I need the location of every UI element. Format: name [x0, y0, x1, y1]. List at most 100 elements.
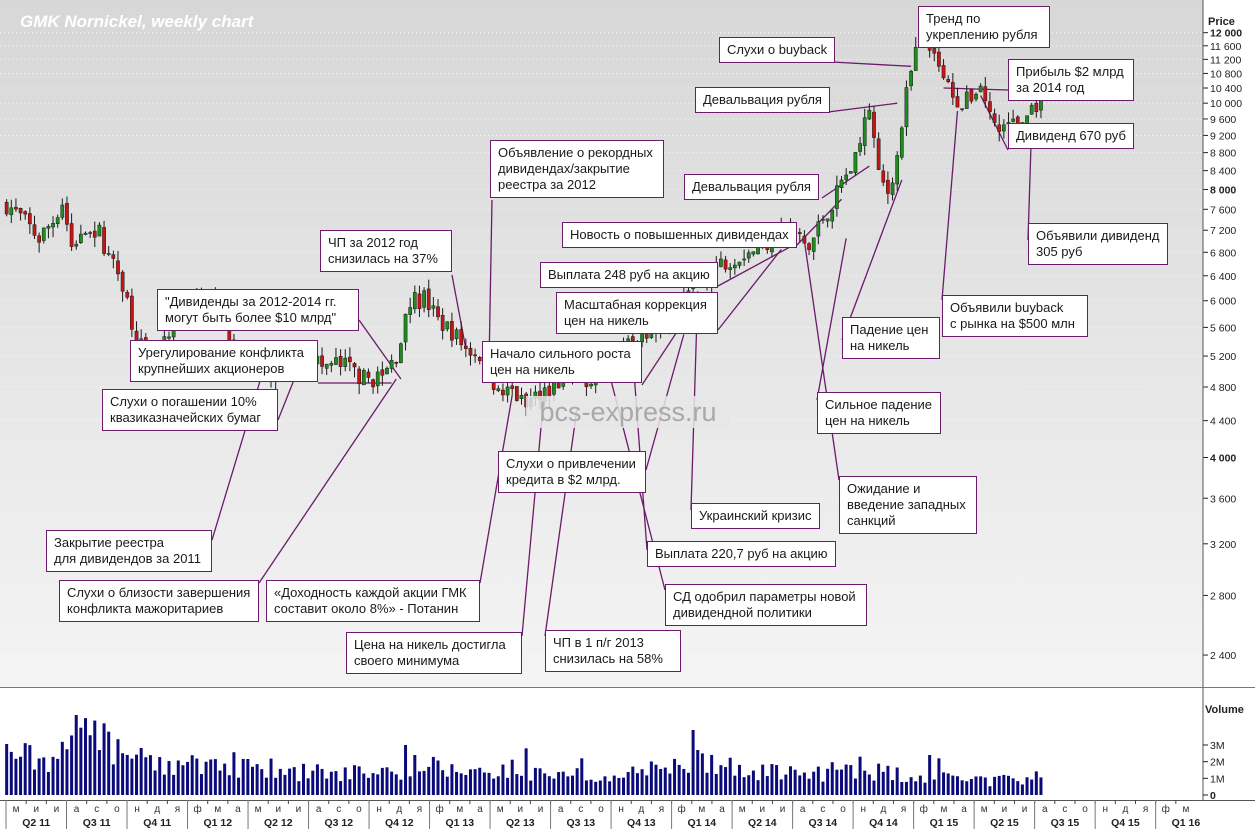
quarter-label: Q4 14	[869, 817, 898, 829]
volume-bar	[97, 750, 101, 795]
volume-bar	[807, 778, 811, 795]
annotation-leader	[358, 319, 402, 380]
volume-bar	[881, 771, 885, 795]
candle-body	[913, 47, 918, 71]
volume-bar	[816, 766, 820, 795]
annotation-box: Новость о повышенных дивидендах	[562, 222, 797, 248]
month-label: и	[275, 804, 281, 815]
annotation-box: Слухи о привлечении кредита в $2 млрд.	[498, 451, 646, 493]
candle-body	[853, 152, 858, 174]
month-label: с	[578, 804, 583, 815]
quarter-label: Q2 11	[22, 817, 50, 829]
volume-bar	[413, 755, 417, 795]
candle-body	[468, 347, 473, 356]
volume-bar	[464, 774, 468, 795]
candle-body	[408, 307, 413, 315]
candle-body	[802, 235, 807, 244]
price-tick-label: 7 600	[1210, 204, 1236, 216]
candle-body	[751, 251, 756, 255]
volume-bar	[506, 777, 510, 795]
volume-bar	[640, 769, 644, 795]
volume-bar	[724, 767, 728, 795]
volume-bar	[441, 770, 445, 795]
month-label: д	[880, 804, 886, 815]
quarter-label: Q4 15	[1111, 817, 1140, 829]
month-label: я	[901, 804, 906, 815]
volume-bar	[65, 749, 69, 795]
volume-bar	[510, 759, 514, 795]
annotation-box: Слухи о погашении 10% квазиказначейских …	[102, 389, 278, 431]
volume-bar	[269, 758, 273, 795]
annotation-box: Прибыль $2 млрд за 2014 год	[1008, 59, 1134, 101]
volume-bar	[241, 758, 245, 795]
candle-body	[412, 292, 417, 310]
annotation-box: Тренд по укреплению рубля	[918, 6, 1050, 48]
candle-body	[630, 336, 635, 342]
price-tick-label: 8 400	[1210, 166, 1236, 178]
volume-bar	[297, 781, 301, 795]
month-label: а	[74, 804, 80, 815]
volume-bar	[246, 758, 250, 795]
month-label: м	[214, 804, 221, 815]
candle-body	[348, 356, 352, 363]
volume-bar	[668, 773, 672, 795]
candle-body	[825, 218, 830, 222]
quarter-label: Q2 13	[506, 817, 535, 829]
candle-body	[649, 334, 654, 338]
candle-body	[60, 204, 65, 218]
volume-bar	[969, 779, 973, 795]
volume-bar	[450, 764, 454, 795]
volume-bar	[1039, 777, 1043, 795]
candle-body	[436, 306, 440, 318]
volume-bar	[264, 777, 268, 795]
volume-bar	[705, 772, 709, 795]
volume-bar	[793, 769, 797, 795]
volume-bar	[533, 767, 537, 795]
volume-bar	[863, 770, 867, 795]
month-label: я	[1143, 804, 1148, 815]
volume-bar	[798, 775, 802, 795]
annotation-box: ЧП за 2012 год снизилась на 37%	[320, 230, 452, 272]
volume-bar	[603, 776, 607, 795]
month-label: м	[255, 804, 262, 815]
volume-bar	[904, 781, 908, 795]
volume-bar	[858, 756, 862, 795]
candle-body	[65, 203, 69, 225]
volume-bar	[288, 768, 292, 795]
volume-bar	[148, 755, 152, 795]
volume-bar	[167, 761, 171, 795]
month-label: о	[840, 804, 846, 815]
candle-body	[955, 96, 960, 108]
volume-bar	[51, 756, 55, 795]
month-label: а	[719, 804, 725, 815]
candle-body	[445, 321, 450, 330]
volume-bar	[529, 780, 533, 795]
volume-bar	[659, 768, 663, 795]
volume-bar	[436, 760, 440, 795]
volume-bar	[353, 765, 357, 795]
volume-bar	[357, 766, 361, 795]
quarter-label: Q4 13	[627, 817, 656, 829]
month-label: и	[1022, 804, 1028, 815]
volume-bar	[552, 778, 556, 795]
quarter-label: Q3 14	[809, 817, 838, 829]
candle-body	[28, 213, 32, 225]
candle-body	[450, 321, 454, 341]
annotation-leader	[521, 386, 546, 637]
annotation-box: Ожидание и введение западных санкций	[839, 476, 977, 534]
candle-body	[324, 363, 329, 369]
volume-bar	[979, 776, 983, 795]
month-label: с	[94, 804, 99, 815]
volume-bar	[608, 781, 612, 795]
annotation-box: «Доходность каждой акции ГМК составит ок…	[266, 580, 480, 622]
volume-bar	[566, 776, 570, 795]
volume-bar	[60, 741, 64, 795]
volume-bar	[19, 756, 23, 795]
volume-bar	[459, 773, 463, 795]
candle-body	[881, 170, 886, 183]
annotation-leader	[717, 249, 782, 331]
volume-bar	[765, 776, 769, 795]
volume-bar	[121, 753, 125, 795]
watermark: bcs-express.ru	[526, 396, 730, 428]
candle-body	[18, 207, 23, 214]
